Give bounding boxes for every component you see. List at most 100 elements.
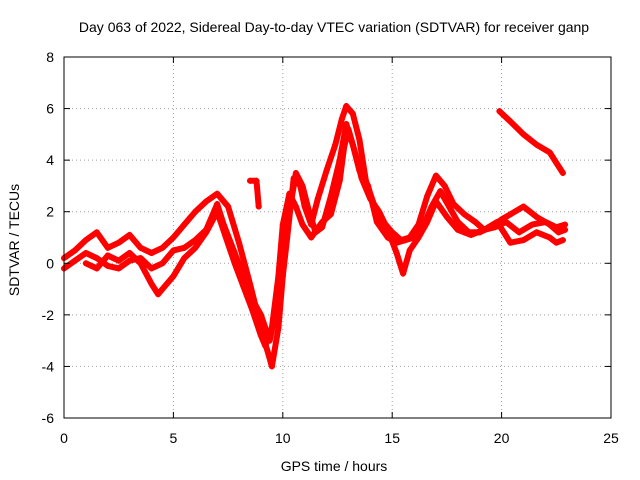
- data-point-marker: [424, 219, 431, 226]
- data-point-marker: [319, 219, 326, 226]
- data-point-marker: [222, 234, 229, 241]
- data-point-marker: [246, 177, 253, 184]
- data-point-marker: [126, 257, 133, 264]
- data-point-marker: [336, 177, 343, 184]
- data-point-marker: [115, 257, 122, 264]
- data-point-marker: [299, 221, 306, 228]
- data-point-marker: [343, 121, 350, 128]
- chart-title: Day 063 of 2022, Sidereal Day-to-day VTE…: [79, 19, 589, 35]
- data-point-marker: [275, 273, 282, 280]
- data-point-marker: [181, 244, 188, 251]
- data-point-marker: [292, 203, 299, 210]
- data-point-marker: [323, 167, 330, 174]
- data-point-marker: [546, 221, 553, 228]
- y-tick-label: -6: [42, 410, 55, 426]
- data-point-marker: [507, 239, 514, 246]
- data-point-marker: [400, 270, 407, 277]
- data-point-marker: [332, 141, 339, 148]
- y-tick-label: 2: [46, 204, 54, 220]
- data-point-marker: [249, 306, 256, 313]
- data-point-marker: [546, 149, 553, 156]
- data-point-marker: [559, 237, 566, 244]
- data-point-marker: [454, 219, 461, 226]
- data-point-marker: [82, 237, 89, 244]
- data-point-marker: [546, 234, 553, 241]
- data-point-marker: [214, 200, 221, 207]
- data-point-marker: [148, 280, 155, 287]
- data-point-marker: [104, 252, 111, 259]
- data-point-marker: [292, 170, 299, 177]
- data-point-marker: [555, 229, 562, 236]
- data-point-marker: [255, 203, 262, 210]
- data-point-marker: [432, 172, 439, 179]
- data-point-marker: [533, 141, 540, 148]
- x-tick-label: 20: [494, 430, 510, 446]
- data-point-marker: [415, 221, 422, 228]
- data-point-marker: [181, 221, 188, 228]
- series-trace-5: [496, 108, 566, 177]
- data-point-marker: [345, 126, 352, 133]
- data-point-marker: [367, 195, 374, 202]
- data-point-marker: [343, 102, 350, 109]
- data-point-marker: [472, 219, 479, 226]
- data-point-marker: [264, 347, 271, 354]
- data-point-marker: [529, 221, 536, 228]
- data-point-marker: [402, 237, 409, 244]
- plot-frame: [63, 56, 612, 419]
- series-trace-3: [82, 126, 566, 349]
- data-point-marker: [71, 247, 78, 254]
- data-point-marker: [104, 244, 111, 251]
- data-point-marker: [349, 110, 356, 117]
- data-point-marker: [93, 229, 100, 236]
- data-point-marker: [533, 213, 540, 220]
- data-point-marker: [115, 265, 122, 272]
- data-point-marker: [93, 255, 100, 262]
- x-tick-label: 0: [60, 430, 68, 446]
- data-point-marker: [299, 182, 306, 189]
- data-point-marker: [356, 136, 363, 143]
- data-point-marker: [93, 265, 100, 272]
- data-point-marker: [415, 234, 422, 241]
- x-tick-label: 25: [603, 430, 619, 446]
- data-point-marker: [115, 239, 122, 246]
- data-point-marker: [443, 213, 450, 220]
- data-point-marker: [192, 244, 199, 251]
- data-point-marker: [225, 203, 232, 210]
- data-point-marker: [257, 332, 264, 339]
- data-point-marker: [137, 260, 144, 267]
- data-point-marker: [562, 226, 569, 233]
- data-point-marker: [71, 257, 78, 264]
- data-point-marker: [454, 226, 461, 233]
- data-point-marker: [498, 216, 505, 223]
- data-point-marker: [533, 229, 540, 236]
- data-point-marker: [231, 260, 238, 267]
- data-series: [61, 102, 569, 370]
- data-point-marker: [257, 311, 264, 318]
- data-point-marker: [82, 260, 89, 267]
- data-point-marker: [214, 208, 221, 215]
- y-tick-label: 8: [46, 49, 54, 65]
- data-point-marker: [170, 247, 177, 254]
- data-point-marker: [203, 198, 210, 205]
- data-point-marker: [461, 211, 468, 218]
- data-point-marker: [384, 226, 391, 233]
- data-point-marker: [481, 226, 488, 233]
- y-tick-label: 6: [46, 101, 54, 117]
- data-point-marker: [441, 182, 448, 189]
- data-point-marker: [516, 229, 523, 236]
- data-point-marker: [432, 198, 439, 205]
- data-point-marker: [126, 231, 133, 238]
- series-line-trace-5: [496, 108, 566, 176]
- data-point-marker: [358, 175, 365, 182]
- data-point-marker: [159, 260, 166, 267]
- data-point-marker: [148, 265, 155, 272]
- data-point-marker: [306, 208, 313, 215]
- data-point-marker: [170, 273, 177, 280]
- data-point-marker: [494, 219, 501, 226]
- data-point-marker: [393, 249, 400, 256]
- data-point-marker: [424, 193, 431, 200]
- data-point-marker: [236, 239, 243, 246]
- data-point-marker: [520, 203, 527, 210]
- data-point-marker: [148, 249, 155, 256]
